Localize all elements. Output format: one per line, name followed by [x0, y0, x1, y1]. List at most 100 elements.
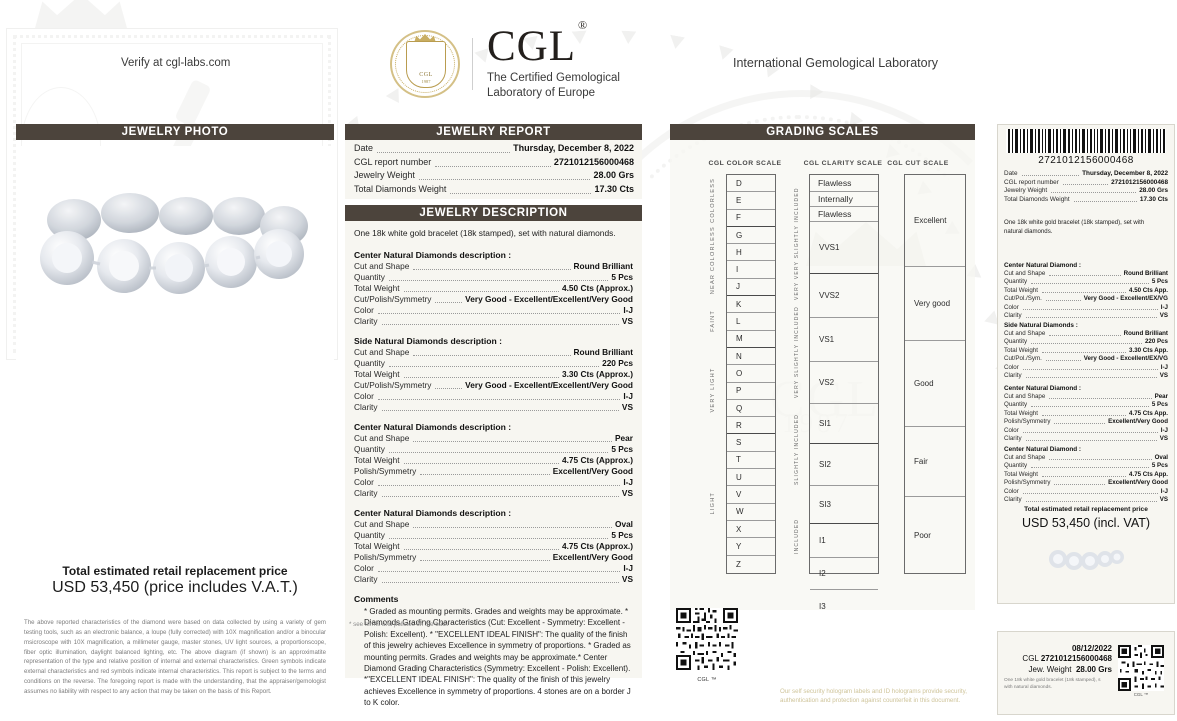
kv-dots [435, 161, 551, 167]
duplicate-diamond-row: Quantity 5 Pcs [1004, 462, 1168, 471]
kv-key: Quantity [1004, 338, 1028, 346]
duplicate-description: One 18k white gold bracelet (18k stamped… [1004, 219, 1145, 235]
kv-key: Jewelry Weight [1004, 187, 1048, 195]
kv-dots [377, 566, 621, 572]
label-weight-value: 28.00 Grs [1075, 665, 1112, 674]
report-row: Jewelry Weight 28.00 Grs [354, 169, 634, 183]
kv-key: Total Weight [1004, 470, 1038, 478]
kv-dots [413, 264, 571, 270]
kv-value: Thursday, December 8, 2022 [1082, 170, 1168, 177]
color-grade-cell: P [727, 383, 775, 400]
duplicate-group: Center Natural Diamond : Cut and Shape Pea… [1004, 385, 1168, 444]
duplicate-diamond-row: Total Weight 4.75 Cts App. [1004, 410, 1168, 419]
kv-dots [1022, 364, 1158, 370]
qr-caption: CGL ™ [697, 677, 717, 683]
kv-key: Jewelry Weight [354, 170, 415, 180]
kv-key: Cut/Polish/Symmetry [354, 294, 432, 304]
bracelet-photo [40, 193, 308, 294]
kv-key: Polish/Symmetry [354, 552, 417, 562]
color-grade-cell: Q [727, 400, 775, 418]
kv-value: 4.50 Cts App. [1129, 286, 1168, 294]
kv-value: Very Good - Excellent/EX/VG [1083, 355, 1168, 363]
kv-value: 3.30 Cts App. [1129, 346, 1168, 354]
jewelry-photo-bar: JEWELRY PHOTO [16, 124, 334, 140]
disclaimer-text: The above reported characteristics of th… [24, 619, 326, 696]
color-grade-cell: I [727, 261, 775, 279]
kv-value: 17.30 Cts [594, 183, 634, 194]
color-grade-cell: U [727, 469, 775, 487]
qr-code-icon[interactable] [676, 608, 738, 670]
report-row: Total Diamonds Weight 17.30 Cts [354, 183, 634, 197]
label-qr-code-icon[interactable] [1118, 645, 1164, 691]
color-grade-cell: H [727, 244, 775, 262]
kv-value: VS [1159, 496, 1168, 504]
kv-key: Clarity [354, 488, 378, 498]
duplicate-diamond-row: Color I-J [1004, 304, 1168, 313]
kv-key: Cut/Pol./Sym. [1004, 295, 1042, 303]
international-lab-label: International Gemological Laboratory [733, 56, 938, 70]
diamond-row: Total Weight 4.75 Cts (Approx.) [354, 455, 633, 466]
diamond-row: Cut and Shape Oval [354, 519, 633, 530]
kv-key: Cut/Polish/Symmetry [354, 380, 432, 390]
duplicate-diamond-row: Quantity 5 Pcs [1004, 278, 1168, 287]
cut-scale-column: Excellent Very good Good Fair Poor [904, 174, 966, 574]
duplicate-diamond-row: Clarity VS [1004, 372, 1168, 381]
kv-key: Clarity [354, 316, 378, 326]
label-weight: Jew. Weight 28.00 Grs [1004, 665, 1112, 674]
kv-key: Quantity [354, 272, 385, 282]
kv-dots [1031, 462, 1149, 468]
clarity-scale-column: Flawless Internally Flawless VVS1 VVS2 VS1 VS2… [809, 174, 879, 611]
shield-ring-outer [390, 30, 460, 98]
diamond-row: Total Weight 3.30 Cts (Approx.) [354, 369, 633, 380]
diamond-row: Polish/Symmetry Excellent/Very Good [354, 466, 633, 477]
diamond-description-groups: Center Natural Diamonds description : Cut… [354, 250, 633, 585]
diamond-group: Center Natural Diamonds description : Cut… [354, 508, 633, 585]
clarity-scale-title: CGL CLARITY SCALE [803, 160, 883, 167]
kv-dots [403, 544, 559, 550]
label-qr-caption: CGL ™ [1133, 692, 1149, 697]
kv-key: Total Weight [354, 283, 400, 293]
diamond-row: Clarity VS [354, 402, 633, 413]
cut-grade-cell: Fair [905, 427, 965, 497]
duplicate-diamond-row: Clarity VS [1004, 312, 1168, 321]
kv-dots [418, 174, 591, 180]
kv-value: 4.50 Cts (Approx.) [562, 283, 633, 293]
color-grade-cell: R [727, 417, 775, 435]
duplicate-group-title: Center Natural Diamond : [1004, 262, 1082, 269]
duplicate-group-title: Center Natural Diamond : [1004, 446, 1082, 453]
color-grade-cell: V [727, 486, 775, 504]
diamond-row: Quantity 5 Pcs [354, 530, 633, 541]
verify-link[interactable]: Verify at cgl-labs.com [121, 57, 231, 69]
kv-value: VS [1159, 372, 1168, 380]
kv-key: Quantity [1004, 278, 1028, 286]
watermark-triangle [804, 84, 824, 103]
color-grade-cell: S [727, 434, 775, 452]
label-weight-label: Jew. Weight [1028, 665, 1072, 674]
duplicate-diamond-row: Quantity 220 Pcs [1004, 338, 1168, 347]
diamond-group-title: Side Natural Diamonds description : [354, 336, 503, 346]
kv-dots [450, 188, 592, 194]
security-qr-block[interactable]: CGL ™ [676, 608, 738, 683]
kv-key: Clarity [354, 574, 378, 584]
kv-dots [1022, 488, 1158, 494]
kv-key: Quantity [1004, 401, 1028, 409]
kv-dots [377, 480, 621, 486]
kv-dots [1062, 179, 1109, 185]
kv-dots [388, 361, 600, 367]
diamond-row: Cut and Shape Pear [354, 433, 633, 444]
shield-initials: CGL [419, 72, 433, 78]
color-grade-cell: J [727, 279, 775, 297]
kv-dots [1041, 471, 1127, 477]
kv-value: VS [621, 574, 633, 584]
diamond-group: Side Natural Diamonds description : Cut a… [354, 336, 633, 413]
label-date: 08/12/2022 [1071, 644, 1112, 653]
kv-key: Clarity [1004, 496, 1022, 504]
color-group-label: NEAR COLORLESS [710, 226, 716, 295]
clarity-group-label: INCLUDED [794, 518, 800, 554]
kv-dots [381, 319, 619, 325]
duplicate-row: Date Thursday, December 8, 2022 [1004, 170, 1168, 179]
clarity-grade-cell: VS1 [810, 318, 878, 362]
duplicate-diamond-row: Total Weight 4.50 Cts App. [1004, 287, 1168, 296]
kv-key: Clarity [1004, 312, 1022, 320]
diamond-group-title: Center Natural Diamonds description : [354, 508, 512, 518]
